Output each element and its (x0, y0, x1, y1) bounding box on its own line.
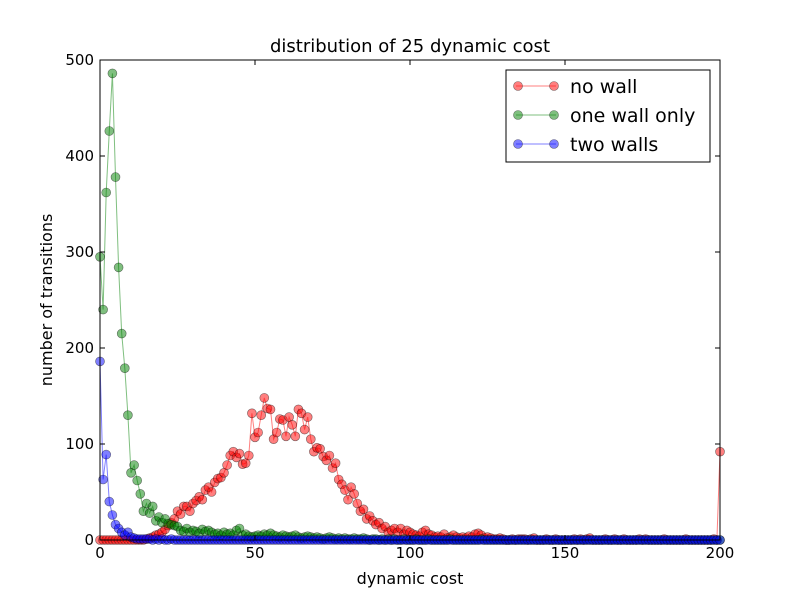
legend-entry-two-walls: two walls (513, 134, 658, 156)
data-point-no-wall (247, 408, 257, 419)
data-point-no-wall (234, 448, 245, 459)
data-point-one-wall-only (113, 262, 124, 273)
y-axis-label: number of transitions (37, 214, 56, 387)
data-point-one-wall-only (147, 501, 158, 512)
data-point-no-wall (256, 410, 267, 421)
y-tick-label: 200 (65, 339, 94, 357)
x-tick-label: 200 (706, 544, 735, 562)
data-point-no-wall (305, 434, 316, 445)
data-point-no-wall (253, 427, 263, 438)
data-point-one-wall-only (98, 304, 108, 315)
legend-label-no-wall: no wall (570, 76, 637, 98)
y-tick-label: 0 (84, 531, 94, 549)
x-tick-label: 50 (245, 544, 264, 562)
data-point-no-wall (299, 424, 310, 435)
x-axis: 0 50 100 150 200 (95, 60, 734, 562)
data-point-no-wall (290, 431, 301, 442)
data-point-two-walls (98, 474, 108, 485)
data-point-no-wall (265, 404, 276, 415)
data-point-one-wall-only (104, 126, 115, 136)
legend-marker-one-wall-only (549, 110, 559, 120)
data-point-one-wall-only (135, 489, 146, 499)
series-two-walls (95, 356, 725, 545)
data-point-one-wall-only (107, 68, 118, 79)
x-tick-label: 0 (95, 544, 105, 562)
data-point-no-wall (271, 427, 282, 438)
y-tick-label: 500 (65, 51, 94, 69)
legend-entry-one-wall-only: one wall only (513, 105, 695, 127)
data-point-two-walls (104, 496, 115, 507)
data-point-no-wall (281, 431, 291, 442)
data-point-two-walls (107, 510, 118, 520)
data-point-one-wall-only (116, 328, 127, 339)
series-line-no-wall (100, 397, 721, 541)
data-point-one-wall-only (101, 187, 111, 198)
data-point-one-wall-only (129, 460, 139, 470)
data-point-no-wall (287, 419, 298, 430)
data-point-no-wall (244, 450, 254, 461)
data-point-one-wall-only (123, 410, 133, 421)
y-tick-label: 400 (65, 147, 94, 165)
x-tick-label: 100 (396, 544, 425, 562)
data-point-two-walls (101, 449, 111, 460)
legend-marker-two-walls (549, 139, 559, 149)
legend-marker-one-wall-only (513, 110, 523, 120)
y-tick-label: 300 (65, 243, 94, 261)
legend-marker-two-walls (513, 139, 523, 149)
data-point-no-wall (302, 412, 313, 422)
series-no-wall (95, 393, 725, 545)
y-axis: 0 100 200 300 400 500 (65, 51, 720, 549)
legend: no wall one wall only two walls (505, 69, 711, 163)
legend-box (505, 69, 711, 163)
legend-label-one-wall-only: one wall only (570, 105, 695, 127)
y-tick-label: 100 (65, 435, 94, 453)
legend-marker-no-wall (549, 81, 559, 91)
legend-entry-no-wall: no wall (513, 76, 637, 98)
legend-label-two-walls: two walls (570, 134, 658, 156)
data-point-no-wall (222, 460, 232, 470)
data-point-no-wall (343, 494, 353, 505)
data-point-one-wall-only (110, 172, 121, 182)
data-point-one-wall-only (132, 475, 142, 486)
data-point-no-wall (259, 393, 270, 403)
x-tick-label: 150 (551, 544, 580, 562)
data-point-no-wall (349, 489, 360, 499)
chart-title: distribution of 25 dynamic cost (270, 36, 550, 57)
data-point-no-wall (206, 487, 217, 497)
data-point-one-wall-only (120, 363, 130, 374)
data-point-no-wall (324, 450, 335, 461)
data-point-no-wall (358, 504, 369, 515)
x-axis-label: dynamic cost (357, 569, 464, 588)
data-point-no-wall (330, 458, 341, 469)
data-point-no-wall (197, 494, 208, 505)
legend-marker-no-wall (513, 81, 523, 91)
